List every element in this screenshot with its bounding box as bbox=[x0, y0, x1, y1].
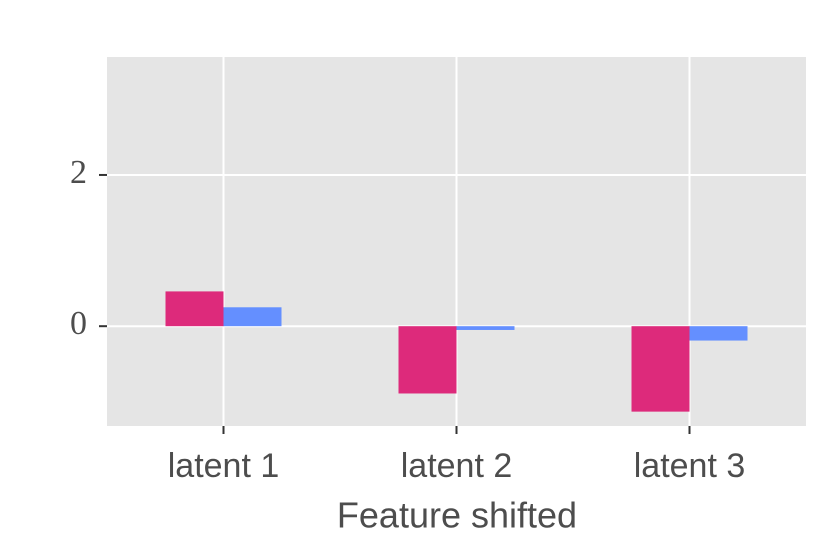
x-axis-title: Feature shifted bbox=[337, 495, 577, 536]
bar bbox=[165, 291, 224, 327]
x-tick-label: latent 3 bbox=[634, 447, 746, 485]
y-tick-label: 0 bbox=[70, 305, 87, 342]
bar bbox=[398, 326, 457, 394]
x-tick-label: latent 2 bbox=[401, 447, 513, 485]
y-tick-label: 2 bbox=[70, 154, 87, 191]
bar bbox=[456, 326, 515, 330]
bar bbox=[223, 307, 282, 327]
bar bbox=[631, 326, 690, 412]
x-tick-label: latent 1 bbox=[168, 447, 280, 485]
bar bbox=[689, 326, 748, 341]
